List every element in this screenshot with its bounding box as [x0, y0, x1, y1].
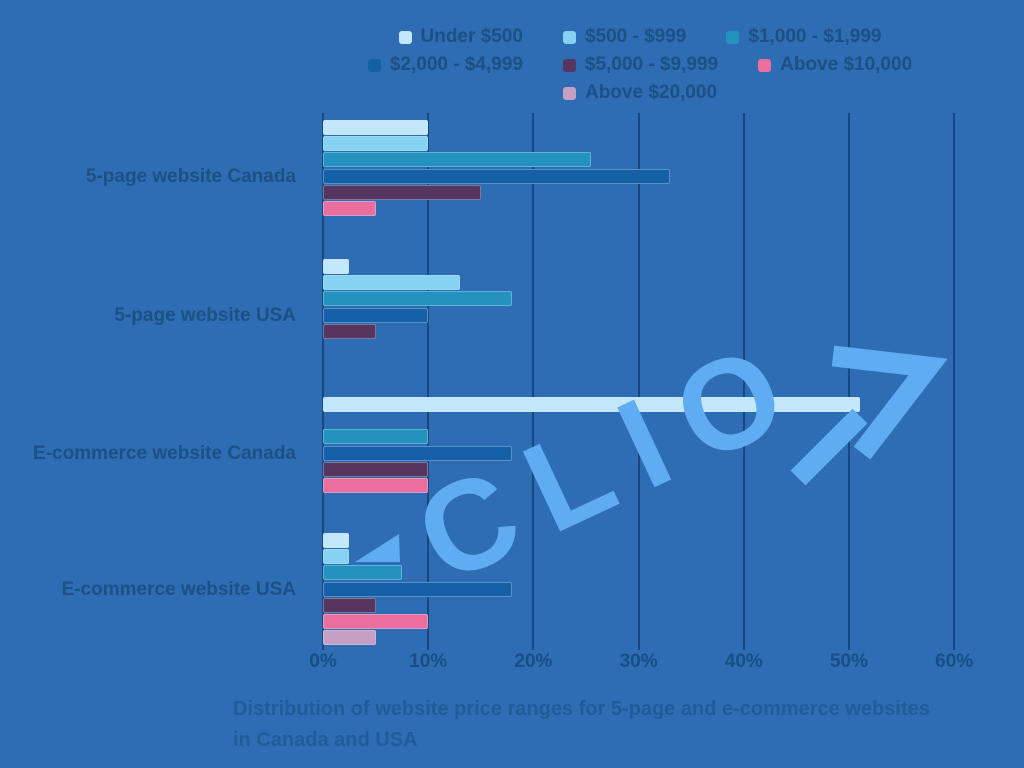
- category-label-5-page-website-canada: 5-page website Canada: [85, 165, 296, 187]
- caption-line-1: Distribution of website price ranges for…: [233, 698, 930, 720]
- legend-swatch-1-000-1-999: [726, 30, 740, 44]
- legend-item-5-000-9-999: $5,000 - $9,999: [562, 54, 719, 76]
- bar-2-000-4-999--5-page-website-usa: [323, 308, 428, 323]
- x-tick-60%: 60%: [935, 651, 974, 672]
- bar-500-999--e-commerce-website-usa: [323, 549, 349, 564]
- bar-1-000-1-999--e-commerce-website-usa: [323, 565, 402, 580]
- bar-1-000-1-999--5-page-website-usa: [323, 291, 512, 306]
- bar-under-500--e-commerce-website-canada: [323, 397, 860, 412]
- legend-swatch-under-500: [398, 30, 412, 44]
- legend-label: Above $10,000: [780, 54, 913, 75]
- legend-label: $500 - $999: [584, 26, 687, 47]
- legend-label: Under $500: [420, 26, 523, 47]
- bar-above-10-000--5-page-website-canada: [323, 201, 376, 216]
- x-tick-10%: 10%: [409, 651, 448, 672]
- legend-label: $1,000 - $1,999: [748, 26, 882, 47]
- gridline-30%: [637, 113, 640, 650]
- legend-swatch-above-20-000: [562, 86, 576, 100]
- watermark-text: CLIO: [396, 308, 828, 611]
- bar-5-000-9-999--5-page-website-canada: [323, 185, 481, 200]
- arrow-head-icon: [831, 345, 948, 460]
- legend-item-500-999: $500 - $999: [562, 26, 687, 48]
- gridline-20%: [532, 113, 535, 650]
- legend-item-above-20-000: Above $20,000: [562, 82, 718, 104]
- bar-5-000-9-999--e-commerce-website-canada: [323, 462, 428, 477]
- bar-under-500--e-commerce-website-usa: [323, 533, 349, 548]
- legend-swatch-above-10-000: [758, 58, 772, 72]
- legend-label: $5,000 - $9,999: [584, 54, 719, 75]
- bar-5-000-9-999--e-commerce-website-usa: [323, 598, 376, 613]
- x-tick-40%: 40%: [724, 651, 763, 672]
- bar-under-500--5-page-website-canada: [323, 120, 428, 135]
- gridline-40%: [742, 113, 745, 650]
- caption-line-2: in Canada and USA: [233, 729, 418, 751]
- x-tick-0%: 0%: [309, 651, 337, 672]
- gridline-60%: [953, 113, 956, 650]
- bar-5-000-9-999--5-page-website-usa: [323, 324, 376, 339]
- bar-2-000-4-999--5-page-website-canada: [323, 169, 670, 184]
- legend-swatch-2-000-4-999: [367, 58, 381, 72]
- bar-2-000-4-999--e-commerce-website-canada: [323, 446, 512, 461]
- legend-swatch-5-000-9-999: [562, 58, 576, 72]
- bar-500-999--5-page-website-usa: [323, 275, 460, 290]
- category-label-e-commerce-website-canada: E-commerce website Canada: [33, 442, 296, 464]
- chart-legend: Under $500 $500 - $999 $1,000 - $1,999 $2,0…: [310, 26, 970, 104]
- x-tick-20%: 20%: [514, 651, 553, 672]
- bar-1-000-1-999--5-page-website-canada: [323, 152, 591, 167]
- category-label-e-commerce-website-usa: E-commerce website USA: [61, 578, 296, 600]
- gridline-50%: [848, 113, 850, 650]
- bar-1-000-1-999--e-commerce-website-canada: [323, 429, 428, 444]
- category-label-5-page-website-usa: 5-page website USA: [114, 304, 296, 326]
- clio-logo-triangle-icon: [355, 534, 400, 562]
- legend-swatch-500-999: [562, 30, 576, 44]
- x-tick-50%: 50%: [829, 651, 869, 672]
- legend-item-above-10-000: Above $10,000: [758, 54, 912, 76]
- gridline-0%: [322, 113, 324, 650]
- bar-500-999--5-page-website-canada: [323, 136, 428, 151]
- gridline-10%: [427, 113, 430, 650]
- bar-under-500--5-page-website-usa: [323, 259, 349, 274]
- chart-caption: Distribution of website price ranges for…: [233, 694, 963, 756]
- bar-above-10-000--e-commerce-website-canada: [323, 478, 428, 493]
- arrow-shaft-icon: [790, 408, 868, 486]
- legend-item-under-500: Under $500: [398, 26, 523, 48]
- legend-item-2-000-4-999: $2,000 - $4,999: [367, 54, 523, 76]
- bar-2-000-4-999--e-commerce-website-usa: [323, 582, 512, 597]
- legend-label: $2,000 - $4,999: [389, 54, 523, 75]
- bar-above-10-000--e-commerce-website-usa: [323, 614, 428, 629]
- x-tick-30%: 30%: [619, 651, 658, 672]
- bar-above-20-000--e-commerce-website-usa: [323, 630, 376, 645]
- legend-item-1-000-1-999: $1,000 - $1,999: [726, 26, 882, 48]
- legend-label: Above $20,000: [584, 82, 718, 103]
